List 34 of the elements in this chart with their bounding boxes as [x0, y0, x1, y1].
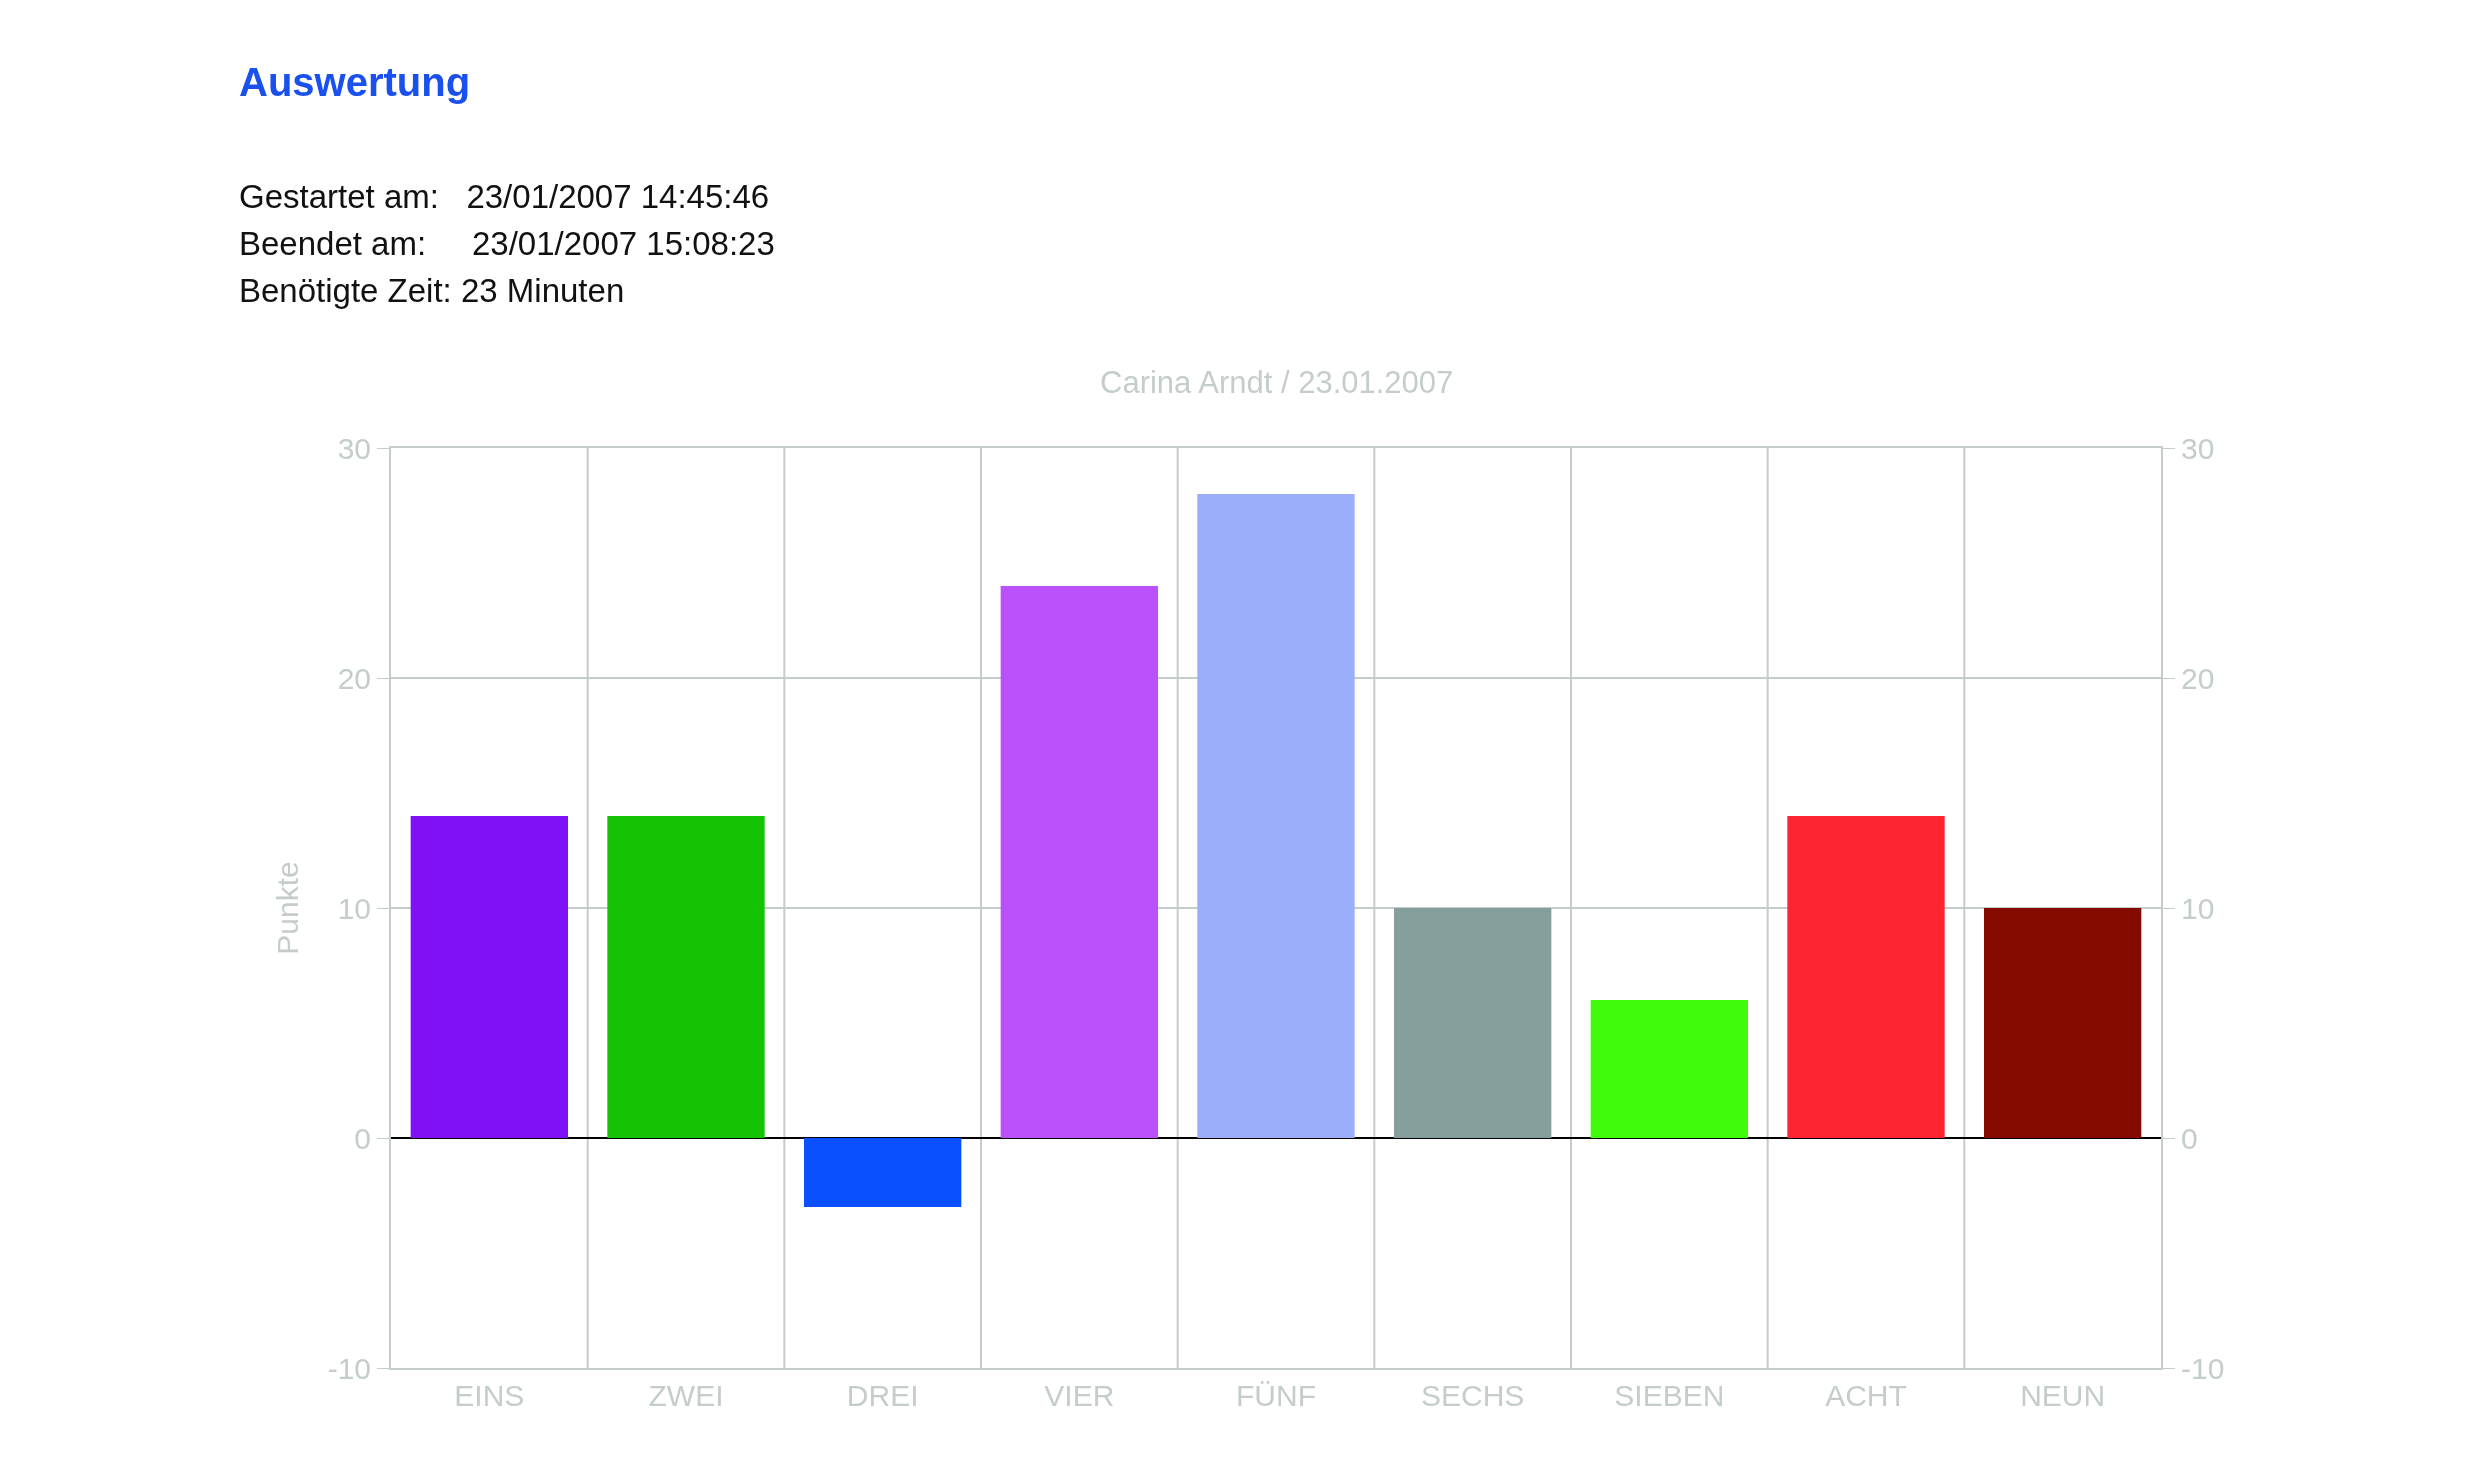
bar	[607, 816, 765, 1138]
x-tick-label: FÜNF	[1236, 1379, 1316, 1412]
y2-tick-label: 30	[2181, 431, 2215, 465]
x-tick-label: DREI	[846, 1379, 919, 1412]
text: Beendet am: 23/01/2007 15:08:23	[239, 225, 775, 262]
y-axis-title: Punkte	[271, 861, 305, 955]
y-tick-label: 20	[337, 661, 371, 695]
x-tick-label: ACHT	[1825, 1379, 1907, 1412]
bar	[1984, 908, 2142, 1138]
bar	[1394, 908, 1552, 1138]
y-tick-label: 0	[354, 1121, 371, 1155]
y-tick-label: 10	[337, 891, 371, 925]
bar	[410, 816, 568, 1138]
x-tick-label: VIER	[1044, 1379, 1115, 1412]
y-tick-label: -10	[327, 1351, 371, 1385]
bar	[1787, 816, 1945, 1138]
text: Benötigte Zeit: 23 Minuten	[239, 272, 625, 309]
x-tick-label: EINS	[454, 1379, 525, 1412]
bar	[804, 1138, 962, 1207]
y2-tick-label: 0	[2181, 1121, 2198, 1155]
chart-subtitle: Carina Arndt / 23.01.2007	[1100, 365, 1454, 400]
text: Gestartet am: 23/01/2007 14:45:46	[239, 178, 770, 215]
y-tick-label: 30	[337, 431, 371, 465]
x-tick-label: SIEBEN	[1614, 1379, 1725, 1412]
y2-tick-label: 10	[2181, 891, 2215, 925]
x-tick-label: SECHS	[1420, 1379, 1525, 1412]
bar	[1197, 494, 1355, 1138]
x-tick-label: ZWEI	[648, 1379, 724, 1412]
y2-tick-label: 20	[2181, 661, 2215, 695]
bar	[1000, 586, 1158, 1138]
bar	[1590, 1000, 1748, 1138]
x-tick-label: NEUN	[2020, 1379, 2106, 1412]
y2-tick-label: -10	[2181, 1351, 2225, 1385]
chart-title: Auswertung	[239, 60, 471, 104]
